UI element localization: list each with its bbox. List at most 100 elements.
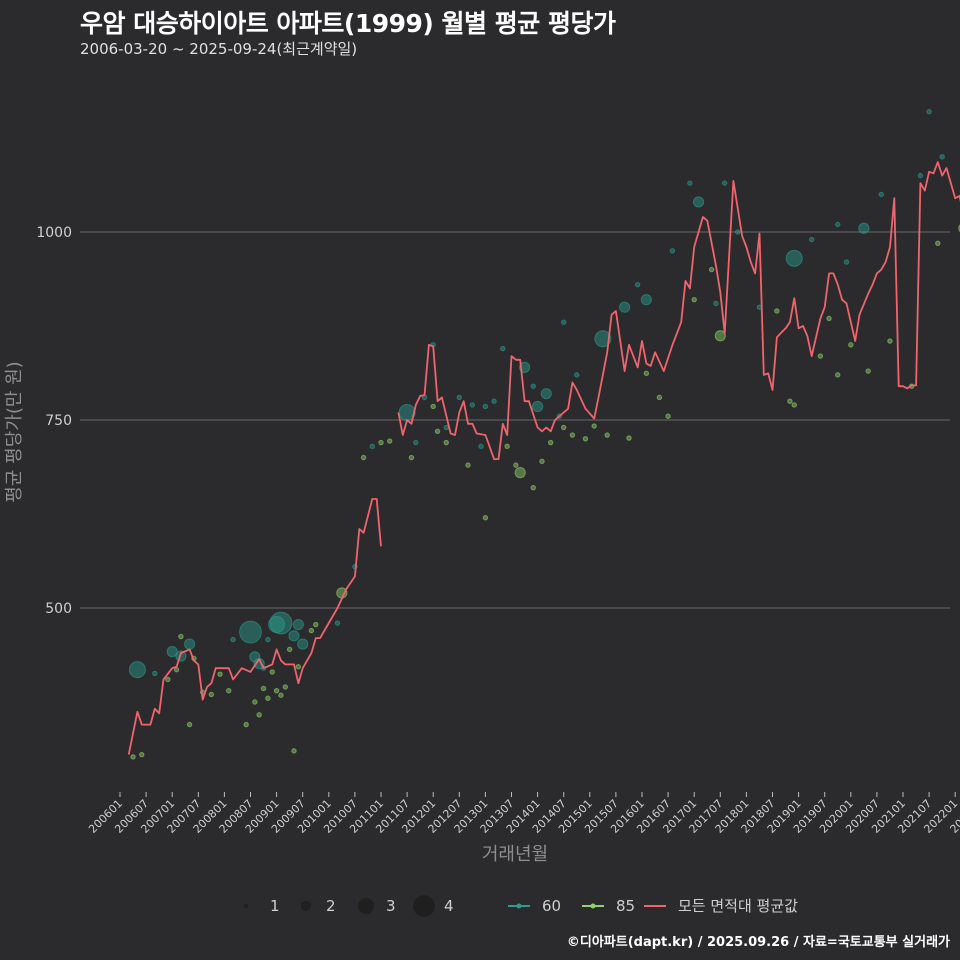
scatter-point-85 (256, 712, 262, 718)
legend-series-label: 85 (616, 897, 635, 915)
grid-lines (80, 231, 950, 609)
scatter-point-85 (791, 402, 797, 408)
scatter-point-60 (692, 196, 705, 208)
scatter-point-85 (787, 398, 793, 404)
scatter-point-85 (291, 748, 297, 754)
y-tick-label: 500 (45, 601, 72, 617)
y-tick-label: 750 (45, 413, 72, 429)
x-axis-ticks: 2006012006072007012007072008012008072009… (86, 792, 960, 836)
legend-size-label: 2 (326, 897, 336, 915)
scatter-point-60 (917, 172, 924, 179)
legend-size-circle (300, 900, 312, 912)
scatter-point-60 (478, 443, 484, 450)
scatter-point-60 (369, 443, 375, 450)
scatter-point-85 (708, 266, 715, 273)
scatter-point-85 (591, 423, 597, 429)
scatter-point-60 (500, 345, 506, 352)
scatter-point-85 (443, 439, 449, 446)
scatter-point-85 (514, 467, 526, 479)
scatter-point-85 (643, 370, 650, 377)
scatter-point-85 (265, 695, 271, 701)
scatter-point-60 (297, 638, 309, 650)
scatter-point-85 (217, 671, 223, 677)
scatter-point-85 (226, 688, 232, 694)
average-line-segment (127, 498, 382, 755)
scatter-point-85 (582, 436, 589, 442)
legend: 1 2 3 4 60 85 모든 면적대 평균값 (243, 895, 798, 917)
scatter-point-85 (278, 692, 284, 698)
scatter-point-85 (208, 691, 215, 698)
scatter-point-85 (513, 462, 519, 468)
scatter-point-85 (465, 462, 471, 468)
scatter-point-85 (313, 621, 319, 628)
scatter-point-60 (835, 221, 841, 228)
scatter-point-85 (252, 699, 258, 705)
scatter-point-85 (774, 308, 780, 314)
scatter-point-85 (656, 394, 663, 401)
scatter-point-85 (547, 439, 554, 446)
legend-size-label: 3 (386, 897, 396, 915)
scatter-point-85 (504, 443, 510, 450)
scatter-point-85 (817, 353, 824, 359)
scatter-point-60 (288, 630, 300, 642)
scatter-point-60 (184, 638, 196, 650)
scatter-point-60 (735, 229, 741, 235)
scatter-point-60 (785, 249, 803, 267)
scatter-point-60 (166, 646, 178, 658)
scatter-point-85 (178, 633, 184, 640)
scatter-point-60 (292, 618, 304, 631)
scatter-point-60 (858, 222, 870, 234)
scatter-point-60 (687, 180, 693, 186)
legend-series-dot (516, 903, 522, 909)
scatter-point-85 (408, 454, 415, 461)
scatter-point-85 (935, 240, 941, 246)
scatter-point-85 (626, 435, 632, 441)
scatter-point-60 (640, 294, 652, 306)
scatter-point-60 (443, 424, 449, 431)
scatter-point-85 (139, 751, 145, 758)
scatter-point-60 (721, 180, 728, 186)
scatter-point-85 (865, 368, 871, 374)
scatter-point-85 (165, 676, 171, 683)
scatter-point-60 (532, 400, 544, 413)
scatter-point-85 (561, 424, 567, 431)
average-line (127, 161, 960, 755)
scatter-point-85 (360, 454, 367, 461)
scatter-point-60 (634, 281, 641, 288)
scatter-point-85 (295, 663, 302, 670)
scatter-point-85 (387, 438, 393, 444)
y-axis-ticks: 500 750 1000 (36, 225, 72, 617)
scatter-point-85 (286, 646, 293, 653)
scatter-point-60 (926, 108, 932, 115)
scatter-point-85 (887, 338, 893, 344)
scatter-point-60 (574, 372, 580, 378)
scatter-point-85 (665, 413, 671, 419)
y-tick-label: 1000 (36, 225, 72, 241)
legend-size-circle (413, 895, 435, 917)
scatter-point-60 (561, 319, 567, 325)
scatter-points (128, 108, 960, 760)
scatter-point-60 (152, 670, 158, 677)
scatter-point-60 (669, 248, 676, 254)
scatter-point-85 (835, 372, 841, 378)
scatter-point-60 (334, 620, 341, 626)
scatter-point-60 (413, 439, 419, 446)
scatter-point-60 (713, 300, 719, 307)
scatter-point-85 (273, 688, 280, 694)
scatter-point-85 (308, 627, 315, 634)
scatter-point-60 (265, 636, 271, 643)
legend-size-label: 1 (270, 897, 280, 915)
scatter-point-85 (378, 439, 384, 446)
scatter-point-85 (848, 342, 854, 348)
scatter-point-85 (539, 458, 545, 465)
scatter-point-85 (243, 721, 249, 728)
scatter-point-60 (808, 236, 815, 243)
scatter-point-60 (619, 301, 631, 313)
scatter-point-60 (939, 154, 945, 160)
scatter-point-85 (604, 432, 610, 438)
scatter-point-60 (128, 661, 146, 679)
scatter-point-85 (434, 428, 441, 434)
source-caption: ©디아파트(dapt.kr) / 2025.09.26 / 자료=국토교통부 실… (566, 935, 950, 950)
y-axis-title: 평균 평당가(만 원) (4, 361, 25, 502)
